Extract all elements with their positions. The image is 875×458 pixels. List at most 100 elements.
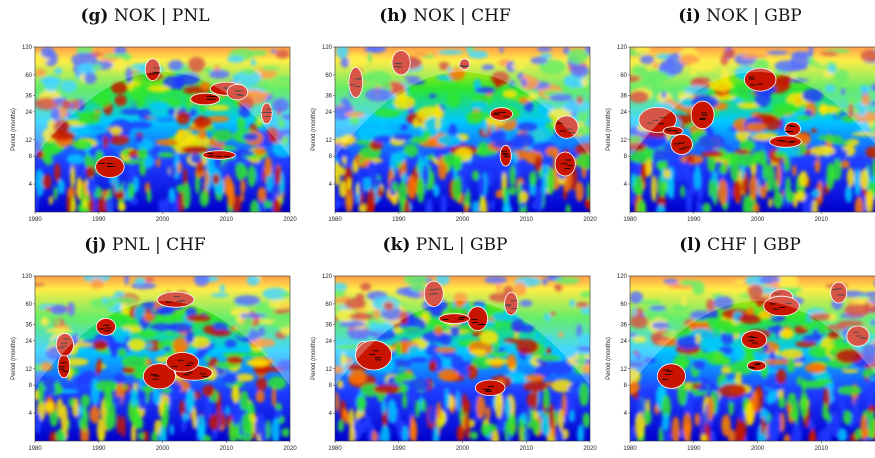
coherence-blob bbox=[127, 121, 152, 129]
y-tick-label: 36 bbox=[325, 94, 332, 100]
coherence-blob bbox=[133, 93, 145, 109]
coherence-blob bbox=[463, 203, 469, 212]
coherence-blob bbox=[181, 418, 186, 433]
coherence-blob bbox=[366, 188, 376, 212]
coherence-blob bbox=[505, 397, 511, 419]
coherence-blob bbox=[117, 202, 126, 212]
coherence-blob bbox=[837, 320, 865, 327]
coherence-blob bbox=[143, 312, 155, 322]
coherence-blob bbox=[138, 327, 157, 338]
y-tick-label: 4 bbox=[329, 411, 333, 417]
coherence-blob bbox=[563, 76, 574, 85]
coherence-blob bbox=[241, 413, 251, 435]
coherence-blob bbox=[72, 139, 93, 150]
y-axis-label: Period (months) bbox=[311, 108, 317, 151]
y-tick-label: 12 bbox=[25, 367, 32, 373]
coherence-blob bbox=[67, 186, 76, 199]
coherence-blob bbox=[809, 312, 832, 321]
coherence-blob bbox=[235, 373, 255, 382]
coherence-blob bbox=[37, 381, 45, 405]
coherence-blob bbox=[42, 174, 52, 190]
coherence-blob bbox=[570, 410, 575, 423]
coherence-blob bbox=[761, 116, 782, 131]
coherence-blob bbox=[237, 115, 246, 132]
coherence-blob bbox=[645, 158, 653, 177]
coherence-blob bbox=[796, 376, 802, 386]
cone-of-influence bbox=[335, 276, 590, 386]
panel-pair: CHF | GBP bbox=[701, 235, 801, 255]
coherence-blob bbox=[68, 397, 75, 407]
coherence-blob bbox=[403, 199, 411, 212]
power-spectrum bbox=[35, 47, 290, 212]
coherence-blob bbox=[57, 179, 65, 195]
coherence-blob bbox=[483, 121, 488, 135]
coherence-blob bbox=[478, 173, 485, 198]
coherence-blob bbox=[848, 103, 854, 119]
wavelet-plot: 120 60 36 24 12 8 4 1980 1990 2000 2010 2020 Period … bbox=[11, 45, 297, 223]
coherence-blob bbox=[484, 276, 507, 284]
coherence-blob bbox=[854, 428, 862, 440]
coherence-blob bbox=[342, 156, 347, 166]
coherence-blob bbox=[440, 194, 448, 212]
x-tick-label: 2010 bbox=[220, 446, 234, 452]
coherence-blob bbox=[54, 163, 61, 183]
coherence-blob bbox=[686, 391, 694, 401]
coherence-blob bbox=[824, 84, 836, 93]
coherence-blob bbox=[708, 179, 713, 198]
coherence-blob bbox=[859, 85, 871, 93]
coherence-blob bbox=[868, 425, 873, 440]
coherence-blob bbox=[167, 322, 193, 333]
coherence-blob bbox=[870, 83, 875, 93]
significance-contour bbox=[202, 150, 236, 160]
y-tick-label: 8 bbox=[624, 383, 628, 389]
coherence-blob bbox=[66, 154, 85, 165]
x-tick-label: 1980 bbox=[623, 217, 637, 223]
significance-contour bbox=[504, 291, 519, 316]
coherence-blob bbox=[435, 114, 440, 131]
coherence-blob bbox=[794, 401, 799, 425]
coherence-blob bbox=[223, 175, 233, 196]
coherence-blob bbox=[652, 149, 667, 165]
coherence-blob bbox=[548, 403, 555, 430]
coherence-blob bbox=[185, 330, 195, 344]
coherence-blob bbox=[773, 410, 781, 439]
coherence-blob bbox=[499, 47, 504, 53]
coherence-blob bbox=[758, 310, 771, 320]
coherence-blob bbox=[557, 409, 565, 430]
coherence-blob bbox=[488, 171, 494, 186]
significance-contour bbox=[830, 281, 848, 304]
y-tick-label: 36 bbox=[620, 323, 627, 329]
coherence-blob bbox=[366, 47, 387, 53]
x-tick-label: 2010 bbox=[220, 217, 234, 223]
coherence-blob bbox=[742, 195, 750, 212]
coherence-blob bbox=[455, 389, 461, 412]
x-tick-label: 1980 bbox=[328, 446, 342, 452]
coherence-blob bbox=[677, 380, 688, 406]
coherence-blob bbox=[387, 399, 397, 424]
coherence-blob bbox=[809, 145, 836, 156]
coherence-blob bbox=[559, 431, 564, 441]
coherence-blob bbox=[548, 361, 573, 375]
coherence-blob bbox=[35, 68, 46, 77]
y-tick-label: 60 bbox=[25, 302, 32, 308]
y-tick-label: 8 bbox=[29, 154, 33, 160]
coherence-blob bbox=[348, 53, 367, 68]
coherence-blob bbox=[450, 324, 460, 337]
wavelet-plot: 120 60 36 24 12 8 4 1980 1990 2000 2010 2020 Period … bbox=[311, 45, 597, 223]
coherence-blob bbox=[791, 51, 814, 59]
coherence-blob bbox=[113, 327, 127, 343]
coherence-blob bbox=[640, 55, 655, 65]
coherence-blob bbox=[575, 345, 590, 352]
y-tick-label: 8 bbox=[329, 154, 333, 160]
wavelet-panel: (i) NOK | GBP 120 60 36 24 12 8 4 1980 1990 2000 20… bbox=[595, 0, 875, 229]
coherence-blob bbox=[466, 364, 478, 380]
coherence-blob bbox=[826, 162, 835, 190]
y-tick-label: 24 bbox=[25, 339, 32, 345]
coherence-blob bbox=[538, 355, 562, 361]
coherence-blob bbox=[253, 146, 266, 156]
coherence-blob bbox=[506, 354, 517, 369]
coherence-blob bbox=[360, 383, 381, 397]
coherence-blob bbox=[235, 159, 245, 181]
coherence-blob bbox=[174, 129, 194, 146]
coherence-blob bbox=[768, 197, 773, 208]
